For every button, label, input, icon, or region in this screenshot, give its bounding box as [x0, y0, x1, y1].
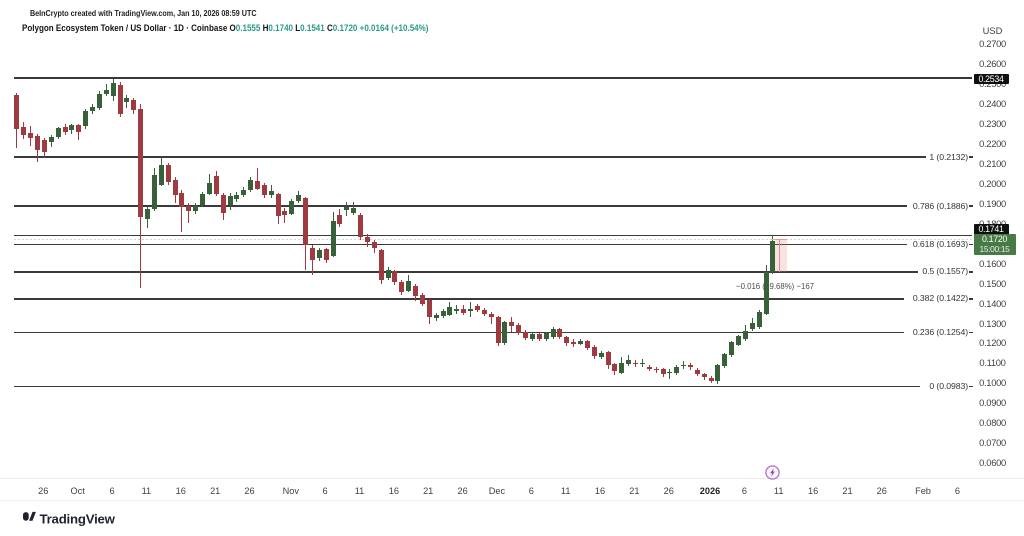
svg-text:TradingView: TradingView: [40, 511, 116, 526]
